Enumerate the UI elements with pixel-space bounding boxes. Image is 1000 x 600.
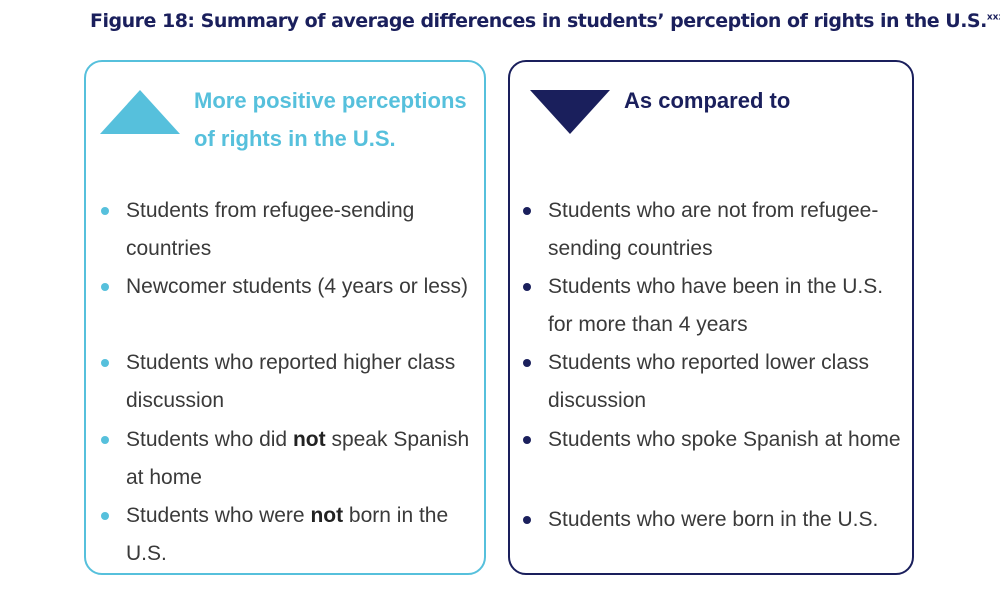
list-item-text: Students who have been in the U.S. for m… [548,275,884,336]
list-item: Students who were not born in the U.S. [101,497,476,573]
list-item-text: Students who reported lower class discus… [548,351,869,412]
list-item: Students from refugee-sending countries [101,192,476,268]
bullet-icon [101,512,109,520]
list-item: Students who have been in the U.S. for m… [523,268,908,344]
bullet-icon [101,283,109,291]
list-item: Students who are not from refugee-sendin… [523,192,908,268]
list-item-text: Newcomer students (4 years or less) [126,275,468,298]
more-positive-heading: More positive perceptions of rights in t… [194,88,467,151]
list-item: Newcomer students (4 years or less) [101,268,476,306]
bullet-icon [523,207,531,215]
list-item: Students who spoke Spanish at home [523,421,908,459]
list-item: Students who reported higher class discu… [101,344,476,420]
list-item: Students who did not speak Spanish at ho… [101,421,476,497]
figure-title: Figure 18: Summary of average difference… [90,10,1000,32]
triangle-down-icon [530,90,610,134]
list-item-text: Students who reported higher class discu… [126,351,456,412]
list-item-text-pre: Students who did [126,428,293,451]
bullet-icon [101,207,109,215]
bullet-icon [523,436,531,444]
figure-title-text: Figure 18: Summary of average difference… [90,10,987,32]
list-item-text-post: speak Spanish at home [126,428,470,489]
list-item-text: Students who spoke Spanish at home [548,428,901,451]
list-item-text-post: born in the U.S. [126,504,449,565]
list-item: Students who reported lower class discus… [523,344,908,420]
bullet-icon [101,359,109,367]
list-item-text: Students from refugee-sending countries [126,199,415,260]
as-compared-heading: As compared to [624,88,791,113]
list-item-text: Students who were born in the U.S. [548,508,879,531]
triangle-up-icon [100,90,180,134]
more-positive-panel: More positive perceptions of rights in t… [84,60,486,575]
figure-title-footnote: xxxv [986,12,1000,23]
bullet-icon [523,283,531,291]
bullet-icon [523,516,531,524]
as-compared-panel: As compared to Students who are not from… [508,60,914,575]
list-item: Students who were born in the U.S. [523,501,908,539]
bullet-icon [523,359,531,367]
bullet-icon [101,436,109,444]
list-item-text-pre: Students who were [126,504,311,527]
list-item-emphasis: not [292,428,326,451]
list-item-text: Students who are not from refugee-sendin… [548,199,879,260]
list-item-emphasis: not [310,504,344,527]
